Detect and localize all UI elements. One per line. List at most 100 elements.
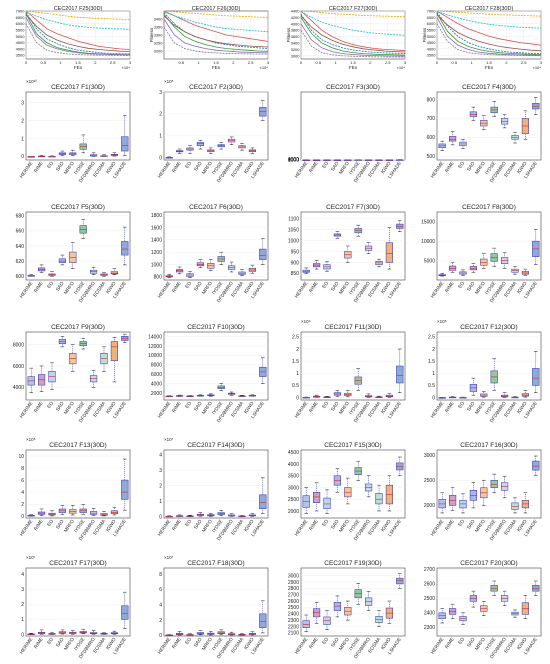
x-tick-label: SAO bbox=[193, 280, 204, 292]
box-panel: CEC2017 F10(30D) 2000 4000 6000 8000 10000 120… bbox=[148, 324, 269, 424]
series-line bbox=[25, 11, 131, 30]
y-tick-label: 2500 bbox=[424, 478, 435, 484]
y-tick-label: 2500 bbox=[288, 497, 299, 503]
x-axis-label: FEs bbox=[74, 65, 83, 70]
y-tick-label: 6000 bbox=[16, 21, 26, 26]
series-line bbox=[436, 10, 542, 46]
x-exponent: ×10⁴ bbox=[259, 65, 268, 70]
x-tick-label: SAO bbox=[330, 518, 341, 530]
y-tick-label: 2600 bbox=[288, 599, 299, 605]
box-panel: CEC2017 F18(30D) ×10⁷ 0 2 4 6 8 HERIME RIME EO SAO… bbox=[157, 555, 269, 660]
y-tick-label: 2 bbox=[159, 483, 162, 489]
x-tick-label: EO bbox=[46, 280, 55, 289]
y-exponent: ×10⁵ bbox=[26, 437, 36, 442]
x-tick-label: 2.5 bbox=[385, 60, 391, 65]
panel-title: CEC2017 F7(30D) bbox=[326, 204, 380, 211]
x-tick-label: HERIME bbox=[430, 401, 446, 420]
series-line bbox=[163, 18, 269, 54]
y-tick-label: 3000 bbox=[424, 453, 435, 459]
series-line bbox=[436, 17, 542, 56]
x-tick-label: SAO bbox=[330, 636, 341, 648]
panel-title: CEC2017 F1(30D) bbox=[51, 84, 105, 91]
box-iqr bbox=[110, 510, 118, 515]
y-axis-label: Fitness bbox=[422, 27, 427, 42]
x-tick-label: HERIME bbox=[19, 401, 35, 420]
y-tick-label: 3500 bbox=[288, 474, 299, 480]
box-panel: CEC2017 F12(30D) ×10⁸ 0 0.5 1 1.5 2 2.5 HERIME RI… bbox=[428, 319, 542, 424]
y-tick-label: 800 bbox=[427, 97, 436, 103]
y-exponent: ×10⁵ bbox=[164, 79, 174, 84]
y-tick-label: 3600 bbox=[291, 34, 301, 39]
y-tick-label: 4500 bbox=[16, 40, 26, 45]
y-tick-label: 10000 bbox=[421, 239, 435, 245]
y-tick-label: 620 bbox=[16, 259, 25, 265]
x-tick-label: 2.5 bbox=[521, 60, 527, 65]
x-tick-label: RIME bbox=[33, 401, 45, 414]
series-line bbox=[163, 15, 269, 48]
y-tick-label: 6000 bbox=[427, 21, 437, 26]
y-exponent: ×10⁷ bbox=[26, 555, 36, 560]
box-iqr bbox=[375, 493, 383, 505]
plot-frame bbox=[300, 567, 406, 637]
box-panel: CEC2017 F20(30D) 2300 2400 2500 2600 2700 HERI… bbox=[424, 560, 542, 660]
panel-title: CEC2017 F18(30D) bbox=[187, 560, 244, 567]
x-tick-label: EO bbox=[184, 160, 193, 169]
series-line bbox=[25, 10, 131, 50]
box-iqr bbox=[121, 605, 129, 620]
x-tick-label: HERIME bbox=[19, 161, 35, 180]
box-iqr bbox=[385, 242, 393, 263]
series-line bbox=[25, 10, 131, 21]
x-tick-label: 2 bbox=[369, 60, 372, 65]
box-iqr bbox=[121, 136, 129, 152]
series-line bbox=[163, 12, 269, 49]
panel-title: CEC2017 F6(30D) bbox=[189, 204, 243, 211]
plot-frame bbox=[436, 331, 542, 401]
y-tick-label: 0 bbox=[21, 154, 24, 160]
x-tick-label: RIME bbox=[171, 637, 183, 650]
y-exponent: ×10⁸ bbox=[437, 319, 447, 324]
series-line bbox=[163, 13, 269, 52]
box-iqr bbox=[354, 589, 362, 599]
y-tick-label: 3400 bbox=[154, 17, 164, 22]
x-exponent: ×10⁴ bbox=[532, 65, 541, 70]
y-tick-label: 3800 bbox=[291, 28, 301, 33]
box-panel: CEC2017 F8(30D) 5000 10000 15000 HERIME RIME E… bbox=[421, 204, 542, 304]
y-tick-label: 3000 bbox=[288, 485, 299, 491]
box-panel: CEC2017 F5(30D) 600 620 640 660 680 HERIME RIME… bbox=[16, 204, 131, 304]
x-tick-label: 0 bbox=[300, 60, 303, 65]
box-iqr bbox=[110, 271, 118, 275]
panel-title: CEC2017 F17(30D) bbox=[49, 560, 106, 567]
box-iqr bbox=[248, 268, 256, 272]
x-tick-label: SAO bbox=[193, 636, 204, 648]
y-tick-label: 1600 bbox=[151, 225, 162, 231]
y-tick-label: 1.5 bbox=[428, 359, 435, 365]
y-tick-label: 10000 bbox=[148, 353, 162, 359]
y-tick-label: 0 bbox=[159, 633, 162, 639]
x-tick-label: RIME bbox=[444, 401, 456, 414]
y-tick-label: 2000 bbox=[288, 509, 299, 515]
x-tick-label: 2 bbox=[94, 60, 97, 65]
panel-title: CEC2017 F26(30D) bbox=[192, 6, 241, 12]
box-iqr bbox=[480, 258, 488, 266]
x-tick-label: SAO bbox=[55, 518, 66, 530]
y-tick-label: 3000 bbox=[288, 573, 299, 579]
x-tick-label: RIME bbox=[171, 161, 183, 174]
y-tick-label: 12000 bbox=[148, 344, 162, 350]
y-tick-label: 5500 bbox=[16, 27, 26, 32]
y-tick-label: 4200 bbox=[291, 15, 301, 20]
x-tick-label: EO bbox=[46, 518, 55, 527]
x-tick-label: EO bbox=[457, 280, 466, 289]
series-line bbox=[436, 12, 542, 55]
x-tick-label: RIME bbox=[33, 161, 45, 174]
x-tick-label: 2 bbox=[505, 60, 508, 65]
plot-frame bbox=[163, 449, 269, 519]
plot-frame bbox=[25, 567, 131, 637]
series-line bbox=[300, 29, 406, 58]
x-tick-label: 0.5 bbox=[41, 60, 47, 65]
x-tick-label: RIME bbox=[444, 281, 456, 294]
box-panel: CEC2017 F9(30D) 4000 6000 8000 HERIME RIME EO S… bbox=[13, 324, 131, 424]
x-tick-label: EO bbox=[321, 280, 330, 289]
box-iqr bbox=[313, 491, 321, 504]
